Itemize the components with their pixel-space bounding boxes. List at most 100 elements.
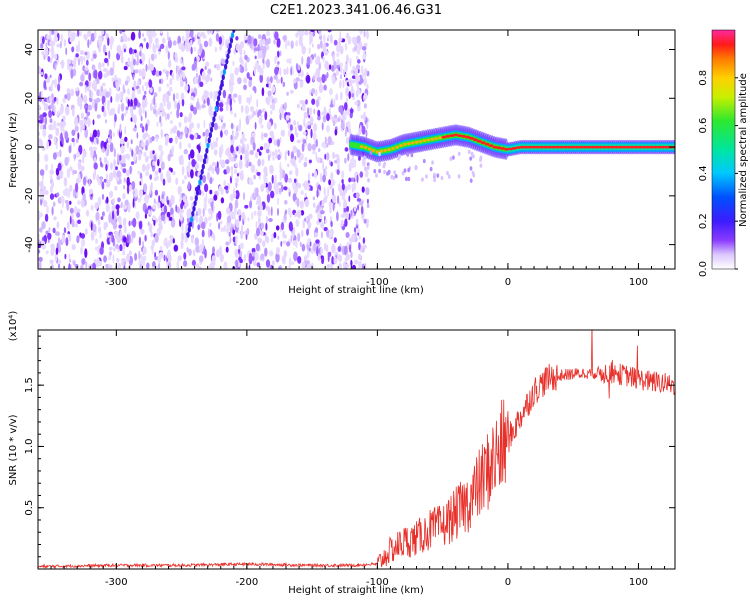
noise-speck [138,151,142,161]
noise-speck [97,196,102,207]
noise-speck [148,223,153,233]
noise-speck [107,264,113,269]
noise-speck [364,169,369,178]
noise-speck [136,132,139,139]
noise-speck [177,255,182,262]
noise-speck [315,89,318,97]
noise-speck [122,236,127,243]
noise-speck [251,112,255,118]
noise-speck [150,245,154,250]
noise-speck [49,169,54,175]
noise-speck [262,240,266,248]
noise-speck [311,98,316,105]
noise-speck [105,91,110,98]
noise-speck [205,136,208,146]
noise-speck [301,45,306,55]
noise-speck [88,72,92,82]
noise-speck [269,95,274,100]
noise-speck [196,122,200,129]
ridge-peak [555,145,560,149]
noise-speck [103,73,108,79]
noise-speck [53,216,57,221]
noise-speck [361,263,365,269]
noise-speck [102,147,105,153]
noise-speck [71,59,75,65]
noise-speck [339,62,343,68]
noise-speck [336,58,340,66]
noise-speck [233,49,236,55]
noise-speck [188,160,191,168]
noise-speck [156,121,159,127]
noise-speck [344,147,349,152]
noise-speck [60,33,64,42]
noise-speck [299,200,304,209]
ridge-peak [492,145,498,149]
noise-speck [293,251,298,262]
ridge-scatter [414,165,418,171]
ridge-peak [625,145,631,149]
noise-speck [141,103,144,108]
noise-speck [279,137,282,143]
noise-speck [206,97,210,106]
noise-speck [68,253,71,260]
noise-speck [202,131,206,137]
noise-speck [71,107,75,117]
noise-speck [160,150,164,156]
noise-speck [244,66,248,72]
noise-speck [275,252,280,263]
noise-speck [238,260,240,268]
noise-speck [169,120,173,125]
noise-speck [350,177,355,182]
noise-speck [326,71,329,79]
noise-speck [98,70,103,80]
noise-speck [321,199,325,207]
noise-speck [229,236,232,244]
noise-speck [122,193,126,200]
noise-speck [103,156,108,163]
noise-speck [121,154,126,164]
ridge-scatter [431,160,434,165]
noise-speck [127,57,131,65]
noise-speck [336,211,339,222]
noise-speck [239,172,244,181]
noise-speck [131,230,136,239]
noise-speck [89,89,92,98]
ridge-peak [496,146,502,150]
noise-streak [208,132,212,139]
noise-speck [116,258,120,263]
noise-speck [277,148,281,153]
noise-speck [295,219,300,228]
noise-speck [44,190,49,195]
colorbar-tick-label: 0.8 [698,70,709,86]
noise-streak [225,58,229,65]
noise-speck [145,84,148,90]
noise-speck [190,105,194,112]
noise-speck [102,82,106,87]
noise-speck [260,222,265,230]
noise-speck [331,76,336,85]
noise-speck [366,121,369,130]
noise-speck [345,97,349,103]
noise-speck [50,83,53,92]
noise-speck [324,170,328,176]
noise-streak [199,174,203,181]
noise-speck [317,43,320,50]
noise-speck [197,152,200,162]
noise-speck [302,139,307,144]
noise-speck [328,201,332,208]
noise-speck [112,198,116,204]
noise-speck [341,170,345,180]
noise-speck [344,73,347,78]
noise-speck [313,123,318,132]
noise-speck [269,104,272,109]
noise-speck [130,98,133,109]
noise-speck [257,216,261,225]
noise-speck [128,220,131,227]
noise-speck [256,227,260,237]
noise-speck [225,149,229,156]
noise-speck [81,258,86,265]
noise-speck [179,141,182,150]
noise-speck [172,40,177,46]
noise-speck [186,247,189,253]
noise-speck [298,156,302,164]
